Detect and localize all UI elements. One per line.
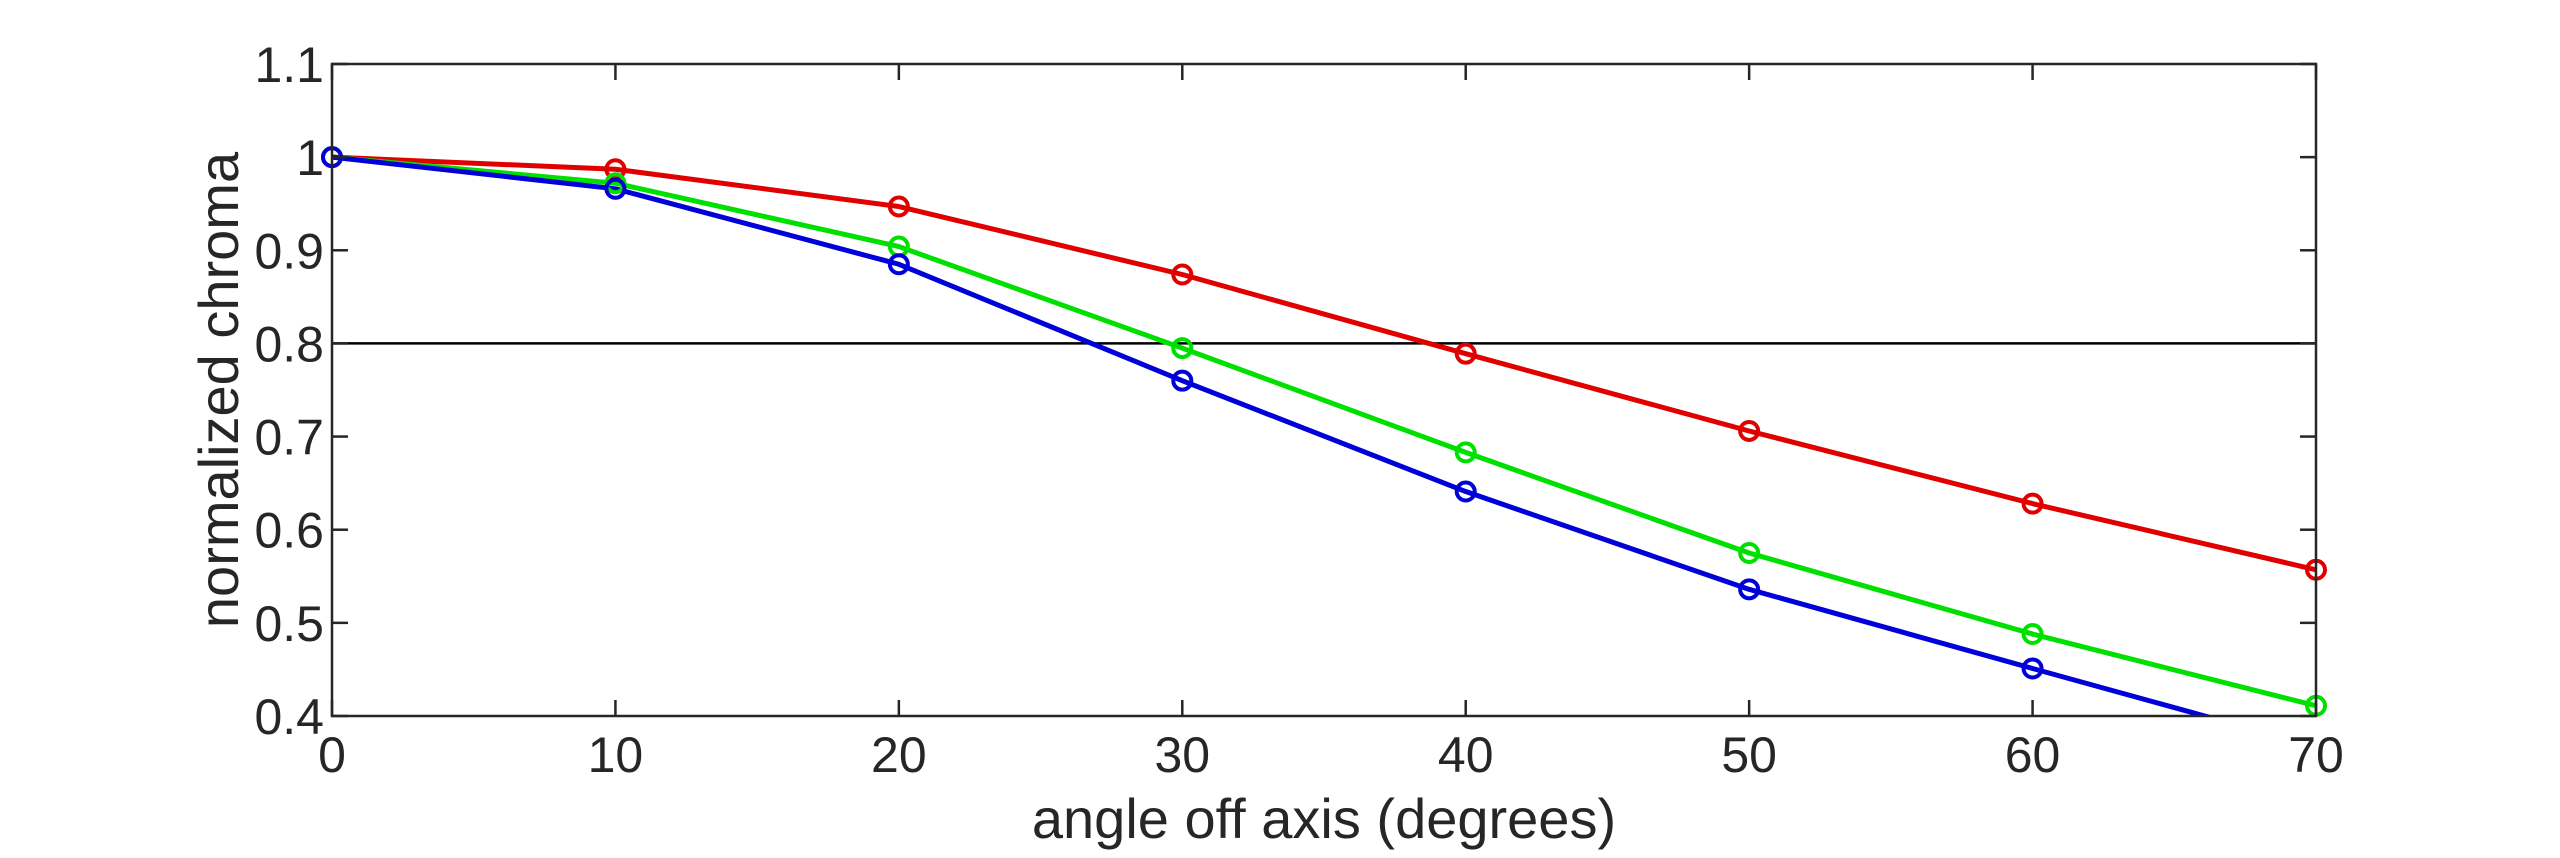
x-tick-label: 50 [1721, 727, 1777, 783]
y-tick-label: 0.7 [254, 410, 324, 466]
y-tick-label: 1 [296, 130, 324, 186]
y-tick-label: 1.1 [254, 37, 324, 93]
series-2-point [1738, 578, 1761, 601]
series-line-0 [332, 154, 2316, 573]
series-2-point [1454, 480, 1477, 503]
x-tick-label: 20 [871, 727, 927, 783]
series-0-point [2021, 492, 2044, 515]
x-tick-label: 60 [2005, 727, 2061, 783]
series-2-point [1171, 369, 1194, 392]
series-2-point [887, 253, 910, 276]
y-tick-label: 0.4 [254, 689, 324, 745]
x-tick-label: 0 [318, 727, 346, 783]
y-tick-label: 0.9 [254, 223, 324, 279]
series-2-point [2021, 657, 2044, 680]
series-0-point [887, 195, 910, 218]
y-tick-label: 0.6 [254, 503, 324, 559]
x-tick-label: 10 [588, 727, 644, 783]
x-tick-label: 70 [2288, 727, 2344, 783]
x-tick-label: 40 [1438, 727, 1494, 783]
x-tick-label: 30 [1154, 727, 1210, 783]
marker-layer [321, 146, 2327, 717]
y-tick-label: 0.5 [254, 596, 324, 652]
series-0-point [1171, 263, 1194, 286]
series-1-point [1454, 441, 1477, 464]
series-line-2 [332, 154, 2215, 716]
y-axis-label: normalized chroma [187, 151, 250, 628]
y-tick-label: 0.8 [254, 316, 324, 372]
series-0-point [1738, 419, 1761, 442]
series-1-point [1171, 337, 1194, 360]
tick-layer: 0 10 20 30 40 50 60 70 0.4 0.5 0.6 0.7 0.8 0.9 1 1.1 [254, 37, 2343, 783]
x-axis-label: angle off axis (degrees) [1032, 787, 1616, 850]
series-1-point [1738, 542, 1761, 564]
series-2-point [604, 177, 627, 200]
series-0-point [1454, 342, 1477, 365]
series-1-point [2021, 623, 2044, 646]
plot-frame [330, 62, 2318, 718]
series-layer [332, 154, 2316, 716]
series-line-1 [332, 154, 2316, 709]
